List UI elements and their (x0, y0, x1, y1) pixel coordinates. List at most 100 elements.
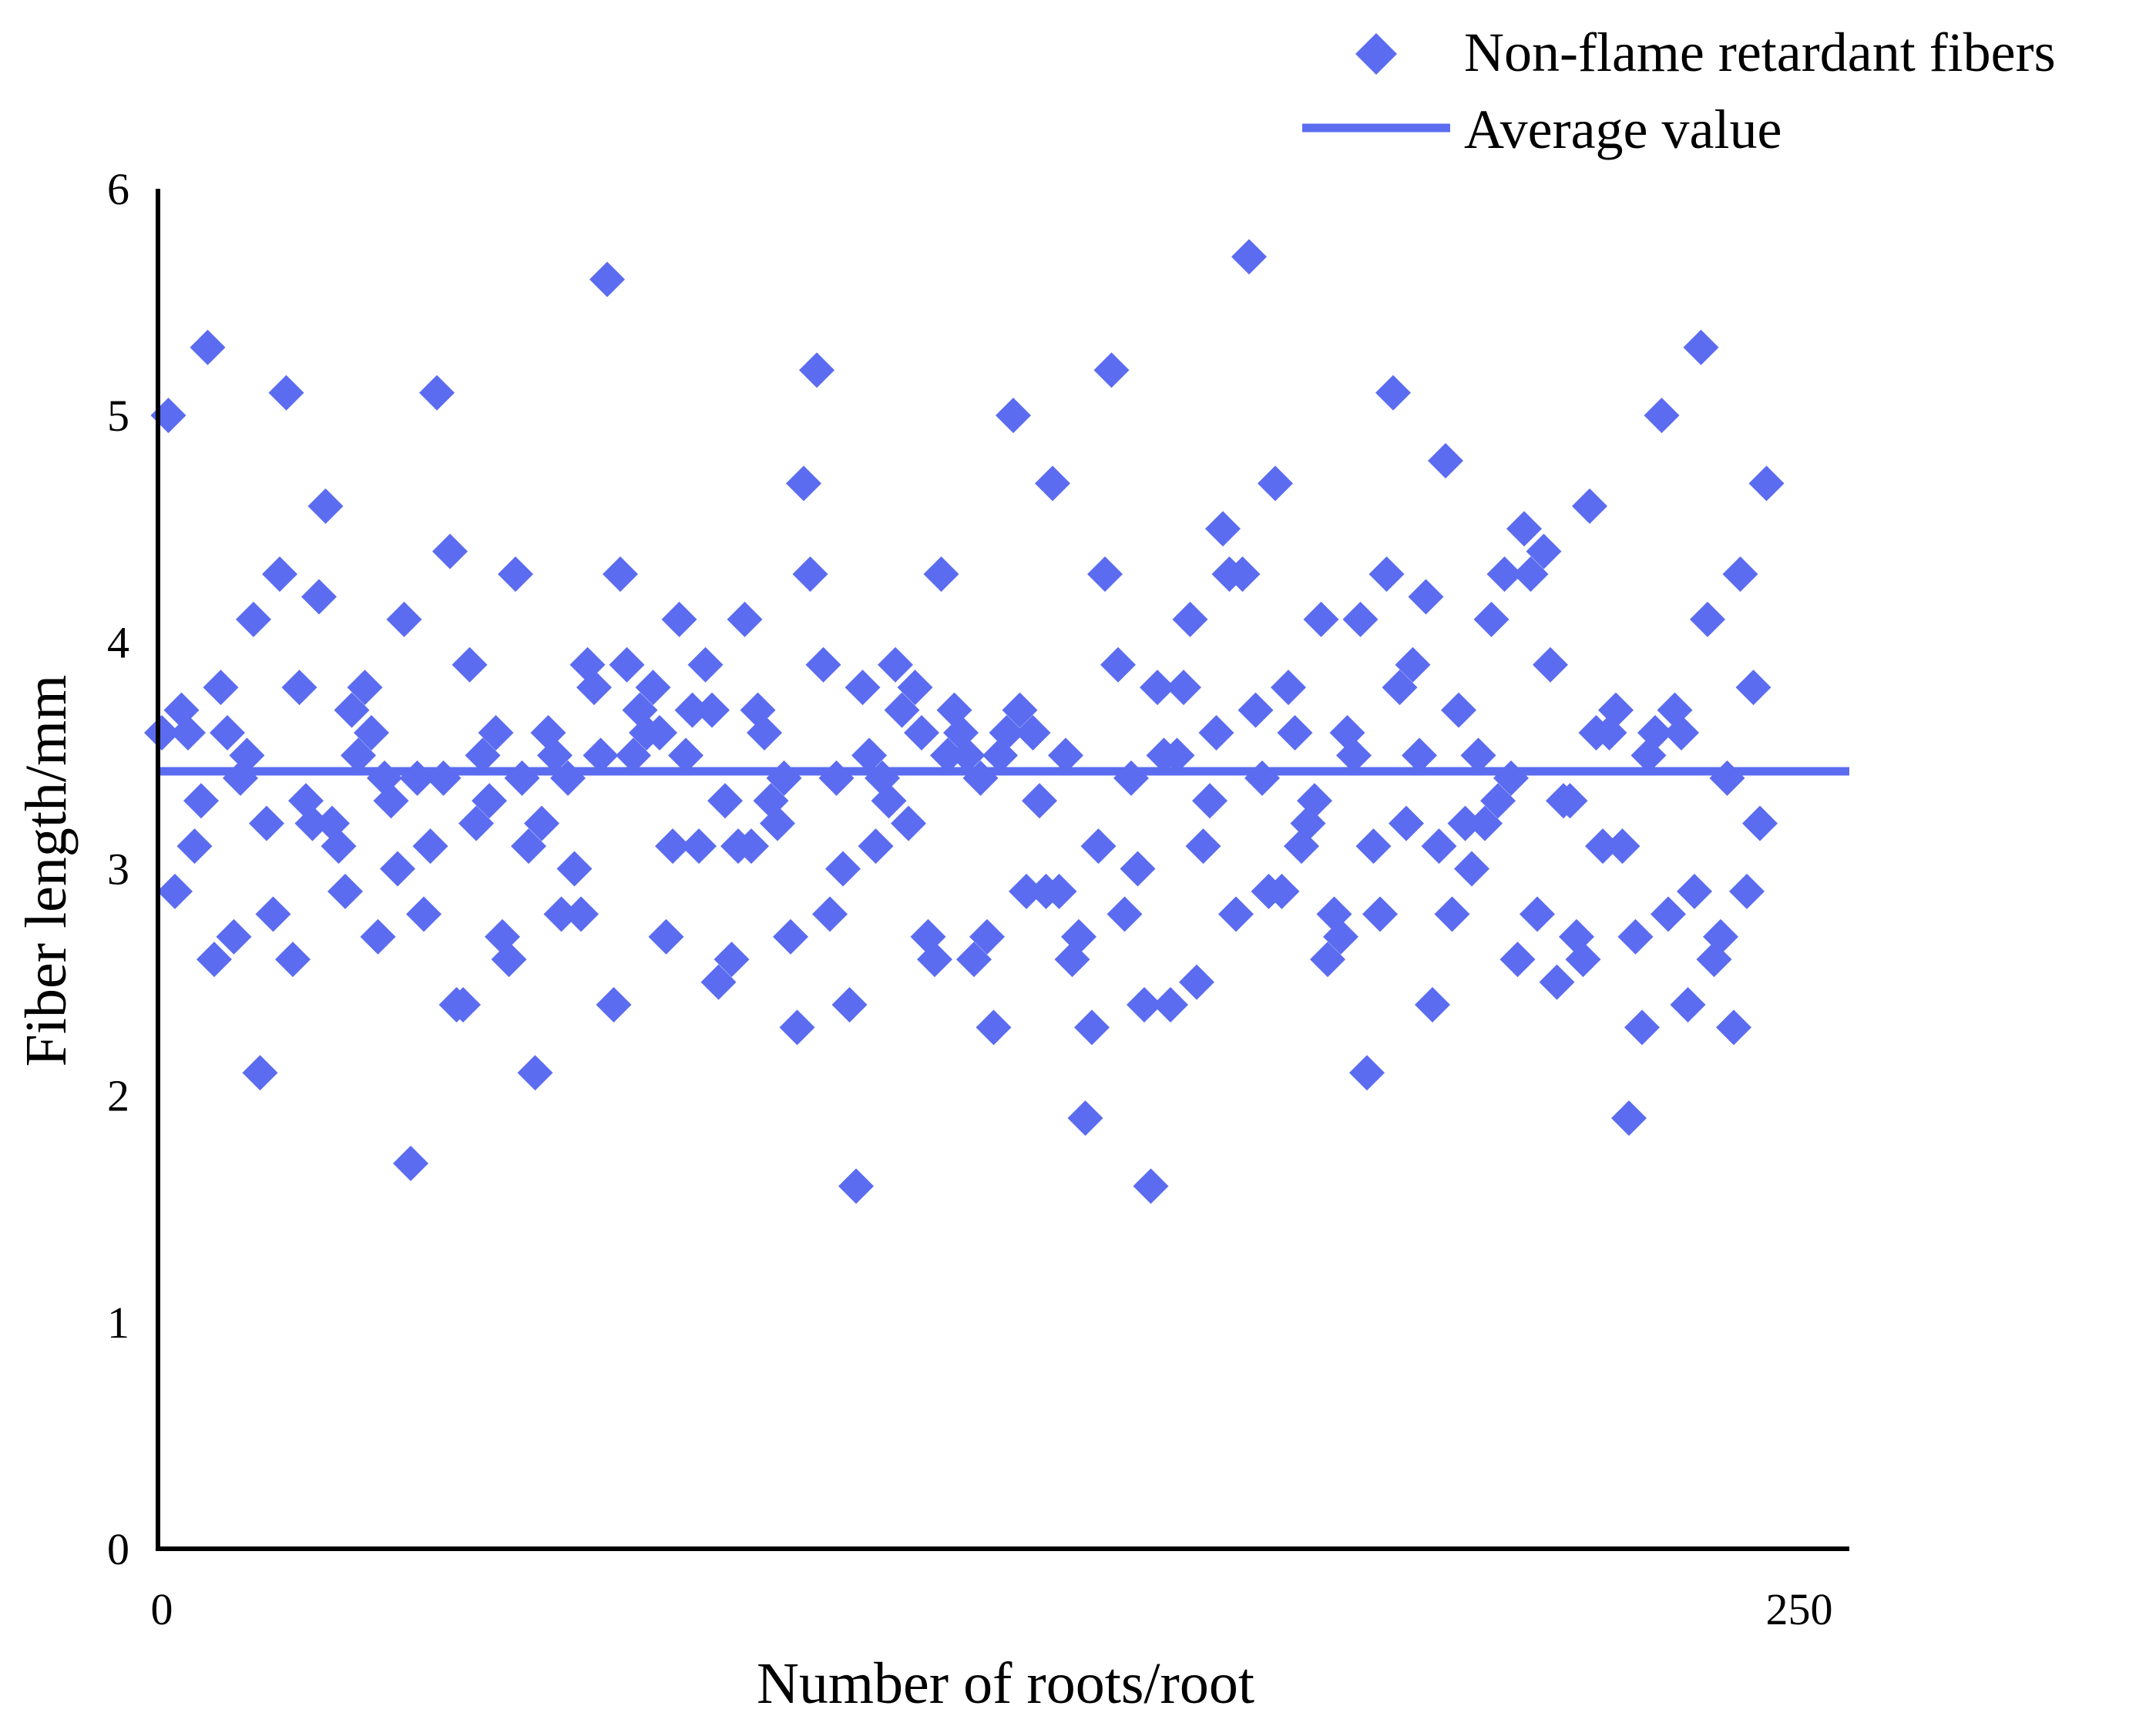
data-point (1690, 601, 1725, 637)
data-point (1552, 783, 1588, 819)
data-point (1323, 918, 1358, 955)
data-point (1735, 670, 1771, 706)
data-point (543, 896, 579, 932)
data-point (380, 851, 415, 887)
data-point (432, 533, 468, 569)
data-point (1375, 374, 1411, 411)
data-point (831, 987, 868, 1023)
data-point (949, 737, 986, 774)
data-point (524, 805, 559, 841)
data-point (1480, 783, 1516, 819)
data-point (773, 918, 808, 955)
data-point (1362, 896, 1398, 932)
data-point (917, 942, 952, 978)
data-point (1218, 896, 1254, 932)
data-point (635, 670, 671, 706)
data-point (1434, 896, 1470, 932)
data-point (255, 896, 291, 932)
data-point (786, 465, 821, 502)
data-point (1113, 760, 1149, 796)
data-point (1048, 737, 1083, 774)
data-point (472, 783, 507, 819)
data-point (354, 715, 389, 751)
data-point (616, 737, 651, 774)
data-point (1513, 556, 1549, 593)
data-point (969, 918, 1005, 955)
x-tick-label: 0 (151, 1584, 173, 1634)
data-point (897, 670, 933, 706)
data-point (1703, 918, 1738, 955)
data-point (838, 1168, 874, 1204)
data-point (674, 692, 710, 728)
data-point (327, 873, 363, 909)
data-point (1120, 851, 1156, 887)
data-point (1486, 556, 1523, 593)
data-point (412, 828, 448, 865)
data-point (360, 918, 396, 955)
data-point (1310, 942, 1345, 978)
legend: Non-flame retardant fibers Average value (1302, 22, 2056, 160)
data-point (930, 737, 965, 774)
data-point (1303, 601, 1339, 637)
data-point (1349, 1055, 1385, 1091)
data-point (465, 737, 501, 774)
data-point (491, 942, 527, 978)
data-point (478, 715, 514, 751)
data-point (603, 556, 638, 593)
data-point (556, 851, 593, 887)
data-point (445, 987, 481, 1023)
data-point (1526, 533, 1562, 569)
data-point (1061, 918, 1096, 955)
data-point (655, 828, 690, 865)
data-point (1107, 896, 1143, 932)
data-point (589, 261, 625, 297)
data-point (1441, 692, 1476, 728)
data-point (989, 715, 1025, 751)
data-point (687, 646, 724, 683)
data-point (871, 783, 907, 819)
y-tick-label: 1 (107, 1298, 129, 1348)
x-tick-label: 250 (1766, 1584, 1833, 1634)
data-point (1035, 465, 1070, 502)
data-point (1015, 715, 1051, 751)
data-point (1355, 828, 1392, 865)
data-point (386, 601, 422, 637)
data-point (1506, 511, 1542, 547)
data-point (393, 1145, 428, 1181)
data-point (1585, 828, 1620, 865)
data-point (1342, 601, 1379, 637)
data-point (1224, 556, 1261, 593)
legend-label-average: Average value (1464, 99, 1782, 160)
data-point (1460, 737, 1496, 774)
data-point (818, 760, 855, 796)
data-point (1408, 579, 1444, 615)
data-point (1127, 987, 1162, 1023)
data-point (347, 670, 383, 706)
data-point (1565, 942, 1601, 978)
data-point (1093, 352, 1130, 388)
data-point (779, 1009, 815, 1046)
data-point (1447, 805, 1483, 841)
data-point (1336, 737, 1372, 774)
data-point (661, 601, 697, 637)
data-point (1140, 670, 1175, 706)
data-point (301, 579, 337, 615)
data-point (1244, 760, 1280, 796)
data-point (1264, 873, 1300, 909)
data-point (419, 374, 455, 411)
data-point (1009, 873, 1044, 909)
data-point (1080, 828, 1117, 865)
data-point (334, 692, 370, 728)
data-point (1421, 828, 1457, 865)
data-point (144, 715, 180, 751)
data-point (1100, 646, 1136, 683)
data-point (996, 398, 1031, 434)
data-point (576, 670, 612, 706)
data-point (1644, 398, 1680, 434)
data-point (1748, 465, 1785, 502)
data-point (884, 692, 920, 728)
data-point (275, 942, 311, 978)
data-point (1624, 1009, 1660, 1046)
data-point (760, 805, 795, 841)
